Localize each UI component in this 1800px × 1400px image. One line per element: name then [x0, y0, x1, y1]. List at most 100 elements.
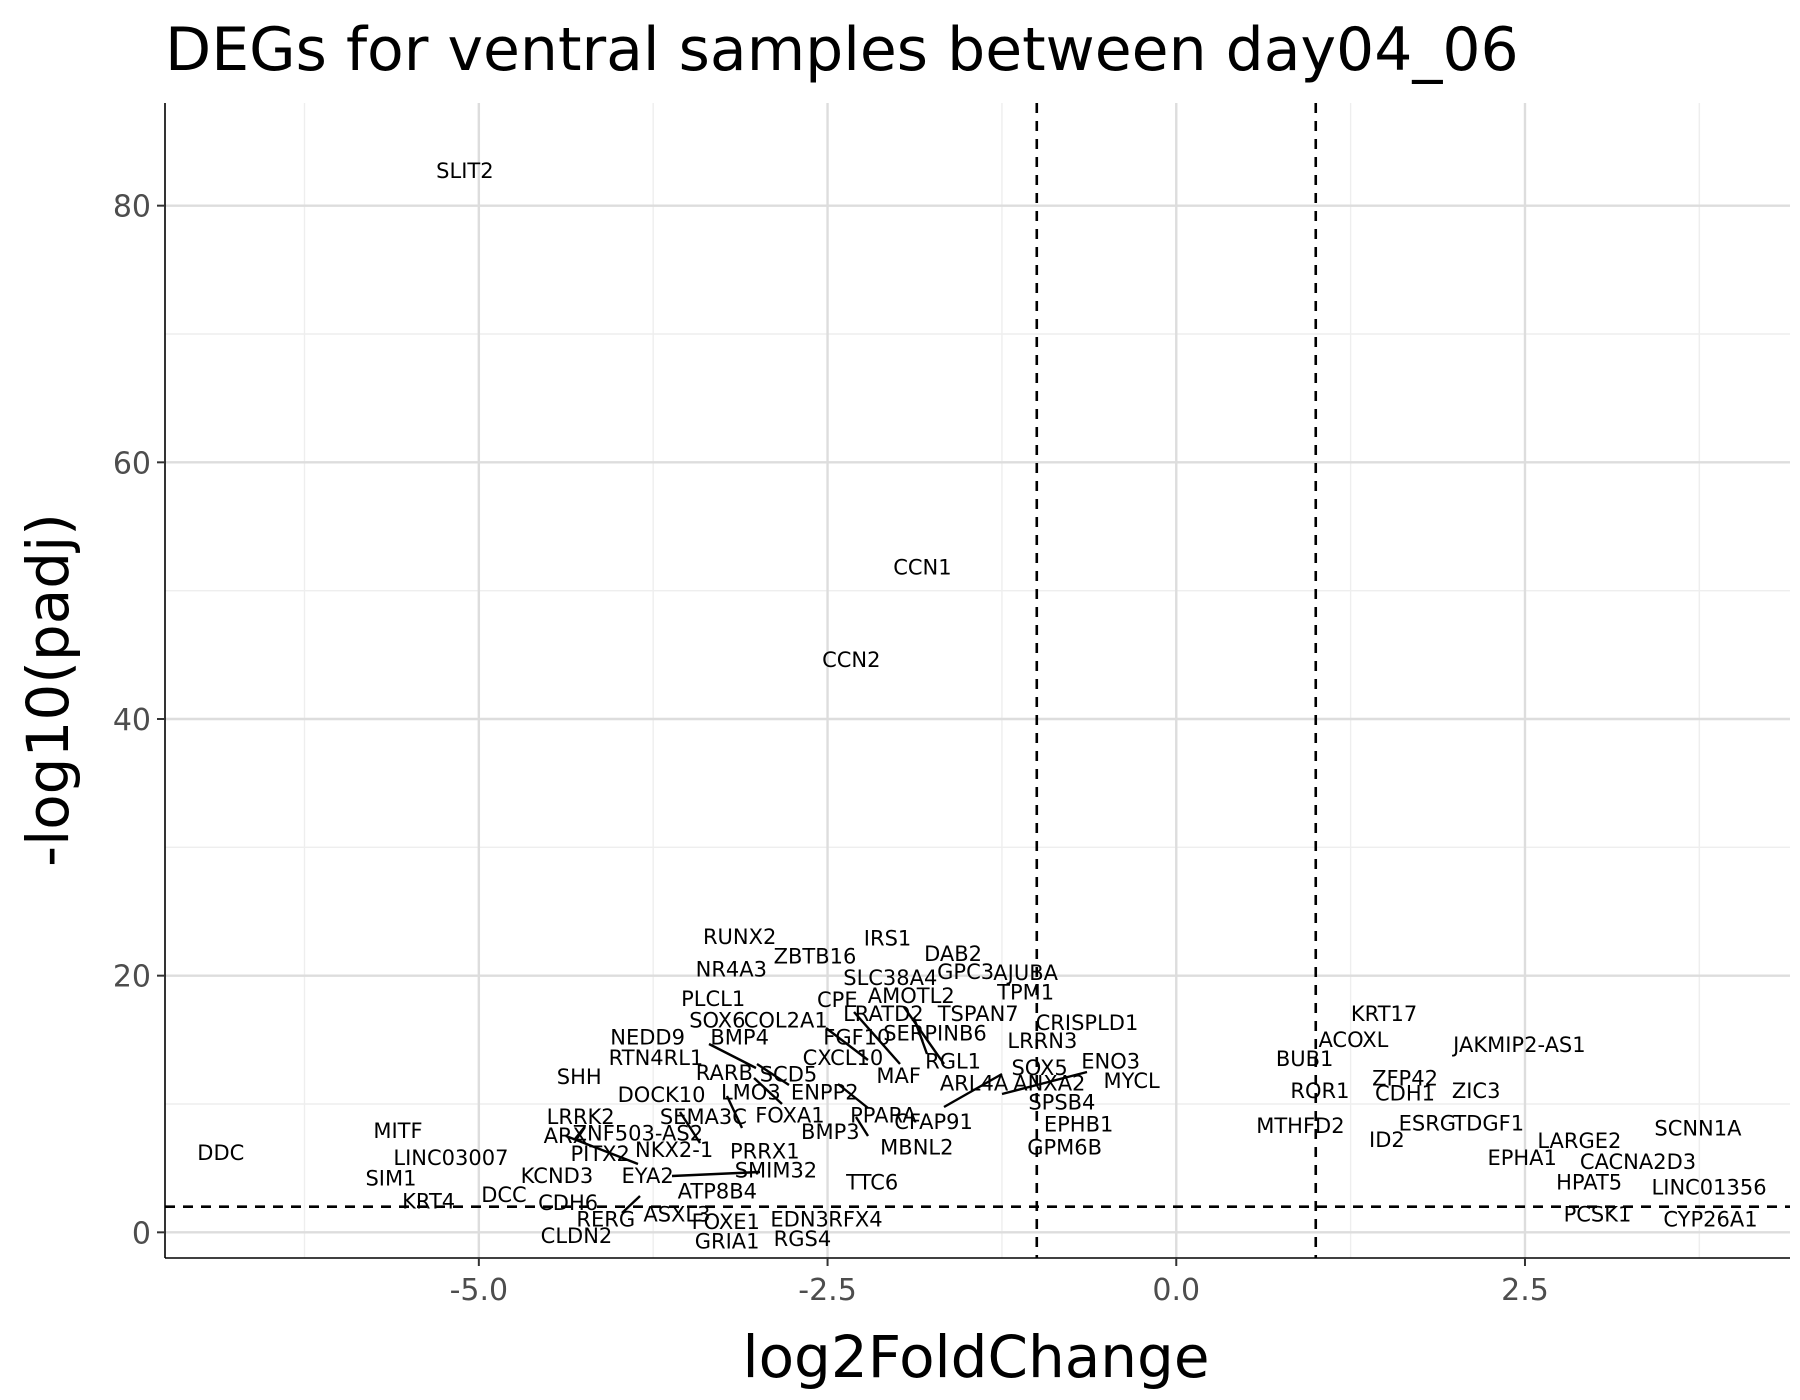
gene-label-slc38a4: SLC38A4 [843, 966, 937, 990]
gene-label-amotl2: AMOTL2 [868, 984, 955, 1008]
gene-label-esrg: ESRG [1399, 1111, 1456, 1135]
gene-label-bub1: BUB1 [1276, 1047, 1334, 1071]
label-connector-segment [854, 1116, 870, 1137]
gene-label-shh: SHH [557, 1065, 602, 1089]
gene-label-cldn2: CLDN2 [541, 1224, 613, 1248]
label-connector-segment [621, 1195, 641, 1214]
gene-label-tdgf1: TDGF1 [1452, 1111, 1524, 1135]
gene-label-cdh6: CDH6 [538, 1191, 598, 1215]
y-tick-label: 60 [113, 446, 151, 481]
chart-title: DEGs for ventral samples between day04_0… [165, 15, 1519, 85]
gene-label-epha1: EPHA1 [1487, 1146, 1556, 1170]
gene-label-id2: ID2 [1369, 1128, 1405, 1152]
gene-label-ttc6: TTC6 [845, 1170, 898, 1194]
x-tick-label: -5.0 [450, 1273, 509, 1308]
gene-label-foxa1: FOXA1 [755, 1104, 824, 1128]
gene-label-sox6: SOX6 [689, 1009, 745, 1033]
gene-label-tspan7: TSPAN7 [937, 1002, 1019, 1026]
gene-label-prrx1: PRRX1 [730, 1139, 800, 1163]
gene-label-eno3: ENO3 [1081, 1050, 1140, 1074]
gene-label-ddc: DDC [197, 1141, 244, 1165]
gene-label-lrrk2: LRRK2 [547, 1105, 615, 1129]
label-connector-segment [708, 1042, 757, 1070]
gene-label-rtn4rl1: RTN4RL1 [609, 1046, 704, 1070]
gene-label-krt17: KRT17 [1351, 1002, 1417, 1026]
gene-label-large2: LARGE2 [1537, 1129, 1621, 1153]
label-connector-segment [1001, 1070, 1088, 1096]
gene-label-zbtb16: ZBTB16 [774, 944, 857, 968]
gene-label-lratd2: LRATD2 [843, 1002, 924, 1026]
gene-label-mthfd2: MTHFD2 [1256, 1114, 1344, 1138]
gene-label-gpm6b: GPM6B [1027, 1136, 1102, 1160]
y-axis-title: -log10(padj) [14, 513, 82, 867]
gene-label-pcsk1: PCSK1 [1564, 1202, 1632, 1226]
minor-grid [165, 103, 1790, 1258]
label-connector-segment [912, 1017, 929, 1055]
gene-label-sim1: SIM1 [365, 1166, 416, 1190]
gene-label-maf: MAF [876, 1064, 921, 1088]
gene-label-cpe: CPE [817, 988, 858, 1012]
gene-label-arx: ARX [544, 1124, 587, 1148]
gene-label-linc03007: LINC03007 [393, 1146, 508, 1170]
gene-label-foxe1: FOXE1 [692, 1210, 760, 1234]
label-connector-segment [825, 1027, 869, 1061]
label-connector-segments [565, 1006, 1088, 1214]
gene-label-enpp2: ENPP2 [791, 1080, 859, 1104]
y-tick-label: 0 [132, 1216, 151, 1251]
gene-label-sema3c: SEMA3C [660, 1105, 747, 1129]
gene-label-atp8b4: ATP8B4 [678, 1179, 757, 1203]
label-connector-segment [903, 1006, 945, 1065]
gene-label-col2a1: COL2A1 [744, 1009, 828, 1033]
gene-label-rgs4: RGS4 [774, 1227, 832, 1251]
gene-label-nkx2-1: NKX2-1 [635, 1138, 713, 1162]
gene-label-tpm1: TPM1 [996, 980, 1054, 1004]
gene-label-bmp4: BMP4 [710, 1025, 769, 1049]
label-connector-segment [678, 1111, 702, 1144]
gene-label-eya2: EYA2 [622, 1164, 674, 1188]
gene-label-ccn2: CCN2 [822, 648, 880, 672]
gene-label-scd5: SCD5 [760, 1062, 818, 1086]
gene-label-nr4a3: NR4A3 [696, 957, 767, 981]
gene-label-cyp26a1: CYP26A1 [1663, 1208, 1757, 1232]
y-tick-label: 40 [113, 703, 151, 738]
gene-label-linc01356: LINC01356 [1652, 1175, 1767, 1199]
gene-label-mbnl2: MBNL2 [880, 1136, 953, 1160]
gene-label-runx2: RUNX2 [703, 925, 776, 949]
y-tick-label: 80 [113, 190, 151, 225]
gene-label-gria1: GRIA1 [695, 1229, 760, 1253]
gene-label-cdh1: CDH1 [1375, 1082, 1435, 1106]
gene-label-scnn1a: SCNN1A [1654, 1116, 1742, 1140]
threshold-lines [165, 103, 1790, 1258]
gene-label-bmp3: BMP3 [801, 1120, 860, 1144]
axes: -5.0 -2.5 0.0 2.5 0 20 40 60 80 [113, 103, 1790, 1308]
gene-label-spsb4: SPSB4 [1028, 1091, 1095, 1115]
gene-label-lrrn3: LRRN3 [1007, 1029, 1077, 1053]
gene-label-dab2: DAB2 [924, 942, 982, 966]
label-connector-segment [725, 1095, 744, 1129]
gene-label-kcnd3: KCND3 [521, 1164, 594, 1188]
gene-label-jakmip2-as1: JAKMIP2-AS1 [1451, 1033, 1585, 1057]
gene-label-dcc: DCC [481, 1183, 527, 1207]
gene-label-cfap91: CFAP91 [894, 1110, 973, 1134]
major-grid [165, 103, 1790, 1258]
x-axis-title: log2FoldChange [742, 1323, 1209, 1391]
gene-label-arl4a: ARL4A [940, 1071, 1009, 1095]
gene-label-lmo3: LMO3 [721, 1080, 781, 1104]
gene-label-cacna2d3: CACNA2D3 [1580, 1150, 1696, 1174]
gene-label-mycl: MYCL [1104, 1069, 1160, 1093]
gene-label-irs1: IRS1 [864, 926, 911, 950]
gene-label-rgl1: RGL1 [925, 1050, 981, 1074]
gene-label-ccn1: CCN1 [893, 556, 951, 580]
gene-label-rerg: RERG [576, 1208, 635, 1232]
x-tick-label: -2.5 [798, 1273, 857, 1308]
gene-label-mitf: MITF [373, 1119, 422, 1143]
gene-label-zic3: ZIC3 [1452, 1079, 1501, 1103]
gene-label-nedd9: NEDD9 [610, 1025, 685, 1049]
label-connector-segment [671, 1170, 761, 1178]
x-tick-label: 0.0 [1152, 1273, 1200, 1308]
gene-label-znf503-as2: ZNF503-AS2 [573, 1122, 703, 1146]
gene-label-slit2: SLIT2 [436, 159, 493, 183]
label-connector-segment [837, 1083, 869, 1109]
y-tick-label: 20 [113, 960, 151, 995]
gene-label-serpinb6: SERPINB6 [883, 1021, 987, 1045]
